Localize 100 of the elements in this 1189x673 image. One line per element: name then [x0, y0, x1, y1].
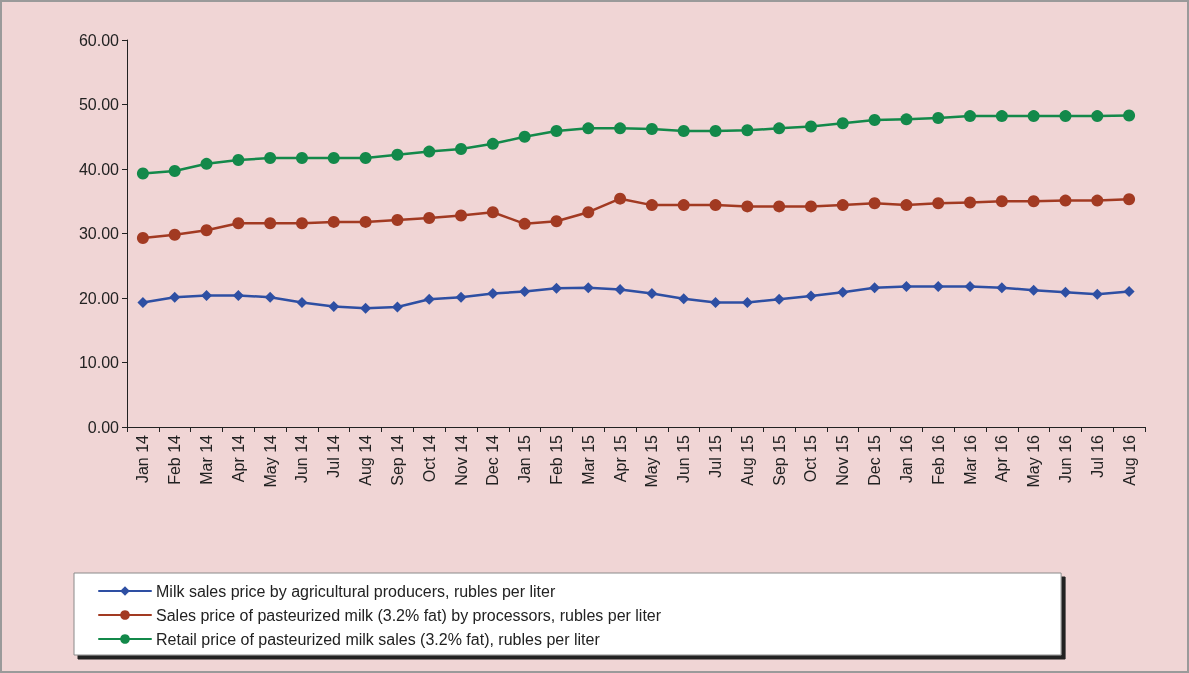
- point: [423, 293, 435, 305]
- point: [773, 293, 785, 305]
- x-tick-label: Jul 16: [1088, 434, 1106, 478]
- point: [327, 152, 340, 165]
- point: [168, 228, 181, 241]
- point: [677, 124, 690, 137]
- x-tick-label: Apr 16: [993, 434, 1011, 483]
- point: [709, 124, 722, 137]
- point: [582, 122, 595, 135]
- x-tick-label: Apr 15: [611, 434, 629, 483]
- point: [264, 217, 277, 230]
- point: [200, 224, 213, 237]
- point: [1027, 195, 1040, 208]
- x-tick-label: Aug 15: [738, 434, 756, 486]
- y-tick-label: 50.00: [78, 96, 120, 113]
- x-tick-label: Jun 15: [675, 434, 693, 484]
- y-tick-label: 20.00: [78, 289, 120, 307]
- point: [837, 286, 849, 298]
- x-tick-label: Mar 16: [961, 434, 979, 485]
- point: [804, 200, 817, 213]
- point: [232, 217, 245, 230]
- y-tick-label: 60.00: [78, 31, 120, 49]
- point: [201, 289, 213, 301]
- point: [200, 157, 213, 170]
- point: [995, 195, 1008, 208]
- point: [646, 287, 658, 299]
- y-tick-label: 0.00: [87, 418, 120, 436]
- x-tick-label: May 16: [1025, 434, 1043, 488]
- x-tick-label: Feb 14: [166, 434, 184, 485]
- point: [932, 280, 944, 292]
- point: [677, 199, 690, 212]
- point: [582, 282, 594, 294]
- legend-label: Milk sales price by agricultural producers, rubles per liter: [156, 582, 556, 600]
- point: [1123, 109, 1136, 122]
- point: [423, 145, 436, 158]
- point: [836, 117, 849, 130]
- x-tick-label: Aug 14: [357, 434, 375, 486]
- point: [423, 212, 436, 225]
- point: [169, 291, 181, 303]
- x-tick-label: Sep 15: [770, 434, 788, 486]
- x-tick-label: Jul 14: [325, 434, 343, 478]
- point: [359, 215, 372, 228]
- point: [232, 289, 244, 301]
- point: [710, 297, 722, 309]
- x-tick-label: Jan 14: [134, 434, 152, 484]
- x-tick-label: Mar 14: [198, 434, 216, 485]
- point: [805, 290, 817, 302]
- point: [869, 282, 881, 294]
- point: [296, 297, 308, 309]
- x-tick-label: May 15: [643, 434, 661, 488]
- point: [1123, 193, 1136, 206]
- point: [391, 213, 404, 226]
- point: [773, 200, 786, 213]
- point: [136, 232, 149, 245]
- point: [391, 148, 404, 161]
- point: [932, 112, 945, 125]
- point: [295, 217, 308, 230]
- point: [1027, 110, 1040, 123]
- point: [836, 199, 849, 212]
- x-tick-label: Jun 16: [1056, 434, 1074, 484]
- x-tick-label: Apr 14: [229, 434, 247, 483]
- point: [486, 206, 499, 219]
- point: [868, 113, 881, 126]
- point: [136, 167, 149, 180]
- legend-label: Sales price of pasteurized milk (3.2% fat) by processors, rubles per liter: [156, 606, 662, 624]
- x-tick-label: Jan 15: [516, 434, 534, 484]
- point: [1123, 286, 1135, 298]
- point: [614, 192, 627, 205]
- y-tick-label: 40.00: [78, 160, 120, 178]
- x-tick-label: May 14: [261, 434, 279, 488]
- point: [518, 217, 531, 230]
- point: [709, 199, 722, 212]
- x-tick-label: Oct 14: [420, 434, 438, 483]
- point: [900, 280, 912, 292]
- point: [964, 196, 977, 209]
- y-tick-label: 30.00: [78, 225, 120, 242]
- point: [1059, 194, 1072, 207]
- x-tick-label: Jun 14: [293, 434, 311, 484]
- point: [232, 153, 245, 166]
- x-tick-label: Mar 15: [579, 434, 597, 485]
- point: [518, 130, 531, 143]
- point: [1091, 110, 1104, 123]
- point: [550, 124, 563, 137]
- point: [741, 200, 754, 213]
- point: [932, 197, 945, 210]
- point: [614, 122, 627, 135]
- x-tick-label: Feb 15: [547, 434, 565, 485]
- point: [455, 291, 467, 303]
- y-tick-label: 10.00: [78, 354, 120, 371]
- point: [550, 282, 562, 294]
- point: [582, 206, 595, 219]
- point: [295, 152, 308, 165]
- point: [359, 152, 372, 165]
- point: [455, 143, 468, 155]
- point: [168, 164, 181, 177]
- point: [327, 215, 340, 228]
- point: [487, 287, 499, 299]
- point: [964, 110, 977, 123]
- x-tick-label: Nov 15: [834, 434, 852, 486]
- point: [900, 113, 913, 126]
